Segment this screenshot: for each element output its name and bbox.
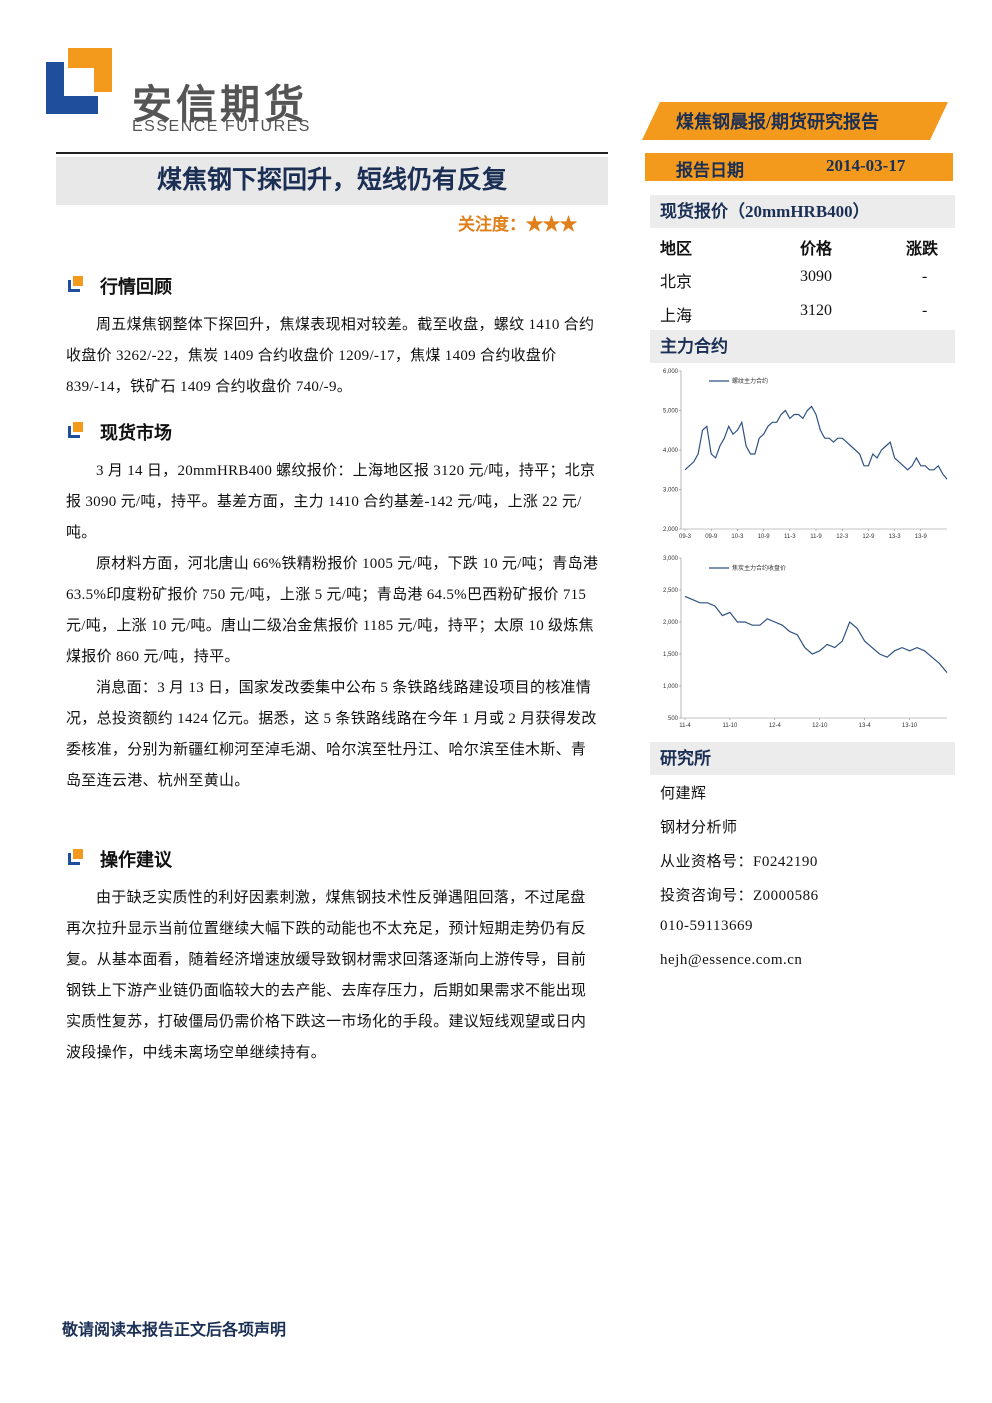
x-tick-label: 09-3 bbox=[679, 534, 692, 540]
contact-line: 010-59113669 bbox=[660, 918, 753, 934]
table-cell: 上海 bbox=[660, 308, 693, 325]
table-cell: - bbox=[922, 302, 928, 319]
logo-mark bbox=[46, 48, 112, 114]
chart: 2,000 3,000 4,000 5,000 6,000 09-3 09-9 10-3 10-… bbox=[663, 369, 948, 540]
section-icon bbox=[68, 276, 83, 292]
contract-heading: 主力合约 bbox=[650, 330, 955, 363]
section-body: 周五煤焦钢整体下探回升，焦煤表现相对较差。截至收盘，螺纹 1410 合约收盘价 … bbox=[66, 310, 600, 403]
rule bbox=[56, 152, 608, 154]
section-body: 由于缺乏实质性的利好因素刺激，煤焦钢技术性反弹遇阻回落，不过尾盘再次拉升显示当前… bbox=[66, 883, 600, 1069]
y-tick-label: 4,000 bbox=[663, 448, 679, 454]
table-header: 涨跌 bbox=[906, 241, 939, 258]
x-tick-label: 10-9 bbox=[758, 534, 771, 540]
tag-bg bbox=[642, 102, 948, 140]
table-cell: 北京 bbox=[660, 274, 693, 291]
y-tick-label: 1,500 bbox=[663, 652, 679, 658]
table-cell: 3090 bbox=[800, 268, 832, 285]
y-tick-label: 2,000 bbox=[663, 527, 679, 533]
legend-label: 螺纹主力合约 bbox=[732, 377, 768, 385]
y-tick-label: 500 bbox=[668, 716, 679, 722]
chart: 500 1,000 1,500 2,000 2,500 3,000 11-4 11-10 12-… bbox=[663, 556, 948, 729]
x-tick-label: 09-9 bbox=[705, 534, 718, 540]
x-tick-label: 12-4 bbox=[769, 723, 782, 729]
table-header: 地区 bbox=[660, 241, 693, 258]
logo-en: ESSENCE FUTURES bbox=[132, 118, 311, 135]
table-cell: 3120 bbox=[800, 302, 832, 319]
section-heading: 操作建议 bbox=[100, 850, 172, 870]
x-tick-label: 13-3 bbox=[889, 534, 902, 540]
legend-label: 焦炭主力合约收盘价 bbox=[732, 564, 786, 572]
y-tick-label: 6,000 bbox=[663, 369, 679, 375]
section-heading: 现货市场 bbox=[100, 423, 172, 443]
x-tick-label: 12-10 bbox=[812, 723, 828, 729]
series-line bbox=[684, 595, 948, 673]
contact-line: 从业资格号：F0242190 bbox=[660, 854, 818, 870]
paragraph: 由于缺乏实质性的利好因素刺激，煤焦钢技术性反弹遇阻回落，不过尾盘再次拉升显示当前… bbox=[66, 890, 587, 1061]
attention-stars: ★★★ bbox=[526, 215, 577, 234]
x-tick-label: 12-3 bbox=[836, 534, 849, 540]
y-tick-label: 5,000 bbox=[663, 409, 679, 415]
spot-heading: 现货报价（20mmHRB400） bbox=[650, 195, 955, 228]
contact-line: 钢材分析师 bbox=[660, 820, 738, 836]
report-tag: 煤焦钢晨报/期货研究报告 bbox=[676, 112, 879, 132]
x-tick-label: 11-9 bbox=[810, 534, 822, 540]
y-tick-label: 2,500 bbox=[663, 588, 679, 594]
y-tick-label: 3,000 bbox=[663, 488, 679, 494]
x-tick-label: 13-4 bbox=[859, 723, 872, 729]
section-heading: 行情回顾 bbox=[100, 277, 172, 297]
table-cell: - bbox=[922, 268, 928, 285]
footer: 敬请阅读本报告正文后各项声明 bbox=[62, 1322, 287, 1339]
section-body: 3 月 14 日，20mmHRB400 螺纹报价：上海地区报 3120 元/吨，… bbox=[66, 456, 600, 797]
x-tick-label: 11-4 bbox=[679, 723, 691, 729]
contact-line: 何建辉 bbox=[660, 786, 707, 802]
paragraph: 消息面：3 月 13 日，国家发改委集中公布 5 条铁路线路建设项目的核准情况，… bbox=[66, 680, 597, 789]
table-header: 价格 bbox=[800, 241, 833, 258]
logo-cn: 安信期货 bbox=[132, 82, 308, 128]
date-bar bbox=[645, 153, 953, 181]
attention-label: 关注度： bbox=[458, 215, 526, 234]
report-date: 2014-03-17 bbox=[826, 156, 906, 175]
paragraph: 3 月 14 日，20mmHRB400 螺纹报价：上海地区报 3120 元/吨，… bbox=[66, 463, 596, 541]
attention: 关注度：★★★ bbox=[458, 210, 577, 235]
x-tick-label: 12-9 bbox=[862, 534, 875, 540]
contact-line: hejh@essence.com.cn bbox=[660, 952, 803, 968]
x-tick-label: 11-10 bbox=[722, 723, 738, 729]
title: 煤焦钢下探回升，短线仍有反复 bbox=[56, 157, 608, 205]
institute-heading: 研究所 bbox=[650, 742, 955, 775]
section-icon bbox=[68, 849, 83, 865]
section-icon bbox=[68, 422, 83, 438]
paragraph: 周五煤焦钢整体下探回升，焦煤表现相对较差。截至收盘，螺纹 1410 合约收盘价 … bbox=[66, 317, 595, 395]
x-tick-label: 11-3 bbox=[784, 534, 796, 540]
x-tick-label: 10-3 bbox=[731, 534, 744, 540]
contact-line: 投资咨询号：Z0000586 bbox=[660, 888, 819, 904]
y-tick-label: 1,000 bbox=[663, 684, 679, 690]
x-tick-label: 13-9 bbox=[915, 534, 928, 540]
date-label: 报告日期 bbox=[676, 161, 744, 180]
y-tick-label: 3,000 bbox=[663, 556, 679, 562]
series-line bbox=[684, 405, 948, 480]
x-tick-label: 13-10 bbox=[902, 723, 918, 729]
paragraph: 原材料方面，河北唐山 66%铁精粉报价 1005 元/吨，下跌 10 元/吨；青… bbox=[66, 556, 599, 665]
y-tick-label: 2,000 bbox=[663, 620, 679, 626]
